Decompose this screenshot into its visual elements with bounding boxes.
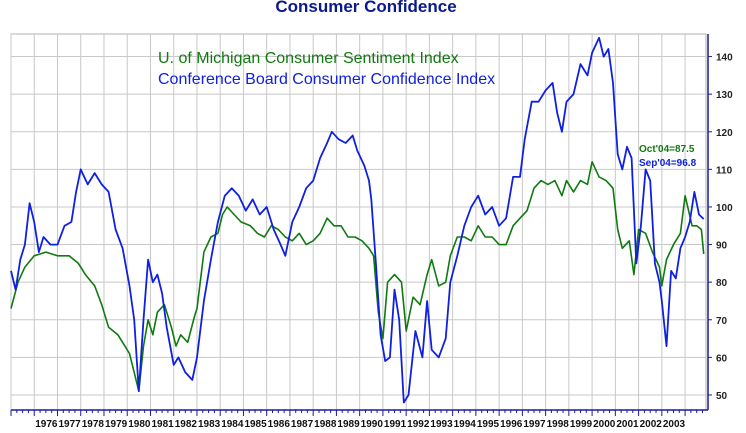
x-tick-label: 2003: [663, 419, 686, 430]
annotation-confidence: Sep'04=96.8: [639, 158, 697, 169]
x-tick-label: 1977: [58, 419, 81, 430]
y-tick-label: 50: [716, 391, 728, 402]
y-tick-label: 90: [716, 241, 728, 252]
y-tick-label: 110: [716, 165, 733, 176]
confidence-series-line: [10, 36, 705, 404]
x-tick-label: 1985: [244, 419, 267, 430]
x-tick-label: 1991: [384, 419, 407, 430]
y-tick-label: 60: [716, 353, 728, 364]
x-axis-ticks: 1976 1977 1978 1979 1980 1981 1982 1983 1984 1985…: [10, 410, 704, 430]
plot-area: [10, 33, 707, 411]
x-tick-label: 1978: [82, 419, 105, 430]
legend-sentiment: U. of Michigan Consumer Sentiment Index: [158, 50, 459, 67]
x-tick-label: 2001: [616, 419, 639, 430]
x-tick-label: 1983: [198, 419, 221, 430]
x-tick-label: 1986: [268, 419, 291, 430]
x-tick-label: 1996: [500, 419, 523, 430]
x-gridlines: [10, 34, 686, 410]
x-tick-label: 1994: [454, 419, 477, 430]
x-tick-label: 1984: [221, 419, 244, 430]
x-tick-label: 2000: [593, 419, 616, 430]
sentiment-series-line: [10, 161, 705, 392]
x-tick-label: 1995: [477, 419, 500, 430]
x-tick-label: 1979: [105, 419, 128, 430]
x-tick-label: 1997: [523, 419, 546, 430]
chart-title: Consumer Confidence: [275, 0, 456, 16]
y-axis-ticks: 50 60 70 80 90 100 110 120 130 140: [708, 53, 733, 402]
x-tick-label: 1976: [35, 419, 58, 430]
x-tick-label: 1988: [314, 419, 337, 430]
x-tick-label: 1993: [430, 419, 453, 430]
y-tick-label: 130: [716, 90, 733, 101]
y-tick-label: 100: [716, 203, 733, 214]
x-tick-label: 1989: [337, 419, 360, 430]
y-tick-label: 140: [716, 53, 733, 64]
x-tick-label: 1982: [175, 419, 198, 430]
x-tick-label: 1981: [151, 419, 174, 430]
y-tick-label: 120: [716, 128, 733, 139]
legend-confidence: Conference Board Consumer Confidence Ind…: [158, 71, 495, 88]
legend: U. of Michigan Consumer Sentiment Index …: [158, 50, 495, 88]
x-tick-label: 1987: [291, 419, 314, 430]
x-tick-label: 1999: [570, 419, 593, 430]
x-tick-label: 1992: [407, 419, 430, 430]
x-tick-label: 1990: [361, 419, 384, 430]
y-tick-label: 70: [716, 316, 728, 327]
x-tick-label: 2002: [640, 419, 663, 430]
annotation-sentiment: Oct'04=87.5: [639, 144, 695, 155]
series-lines: [10, 36, 705, 404]
y-tick-label: 80: [716, 278, 728, 289]
x-tick-label: 1998: [547, 419, 570, 430]
x-tick-label: 1980: [128, 419, 151, 430]
